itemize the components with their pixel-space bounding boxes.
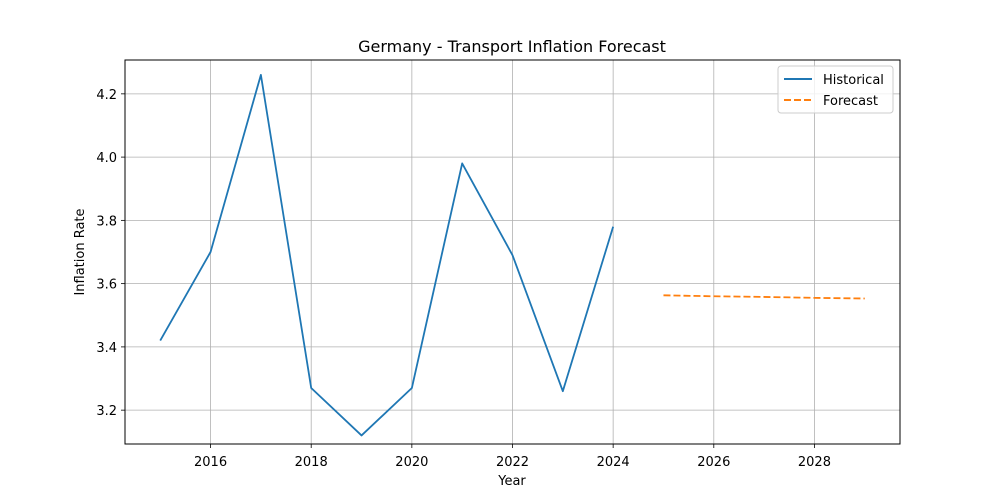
x-axis-label: Year — [497, 474, 526, 489]
legend-label-forecast: Forecast — [823, 94, 878, 109]
legend: Historical Forecast — [778, 66, 893, 113]
x-tick-label: 2024 — [597, 455, 630, 470]
y-tick-label: 3.6 — [96, 278, 117, 293]
x-tick-label: 2026 — [697, 455, 730, 470]
x-tick-label: 2020 — [395, 455, 428, 470]
y-tick-label: 3.2 — [96, 404, 117, 419]
y-axis-label: Inflation Rate — [73, 208, 88, 295]
y-tick-label: 4.0 — [96, 151, 117, 166]
legend-label-historical: Historical — [823, 73, 884, 88]
y-tick-label: 4.2 — [96, 88, 117, 103]
y-tick-label: 3.8 — [96, 214, 117, 229]
x-tick-label: 2028 — [798, 455, 831, 470]
chart-title: Germany - Transport Inflation Forecast — [358, 37, 666, 56]
x-tick-label: 2018 — [295, 455, 328, 470]
x-tick-label: 2022 — [496, 455, 529, 470]
x-tick-label: 2016 — [194, 455, 227, 470]
y-tick-label: 3.4 — [96, 341, 117, 356]
